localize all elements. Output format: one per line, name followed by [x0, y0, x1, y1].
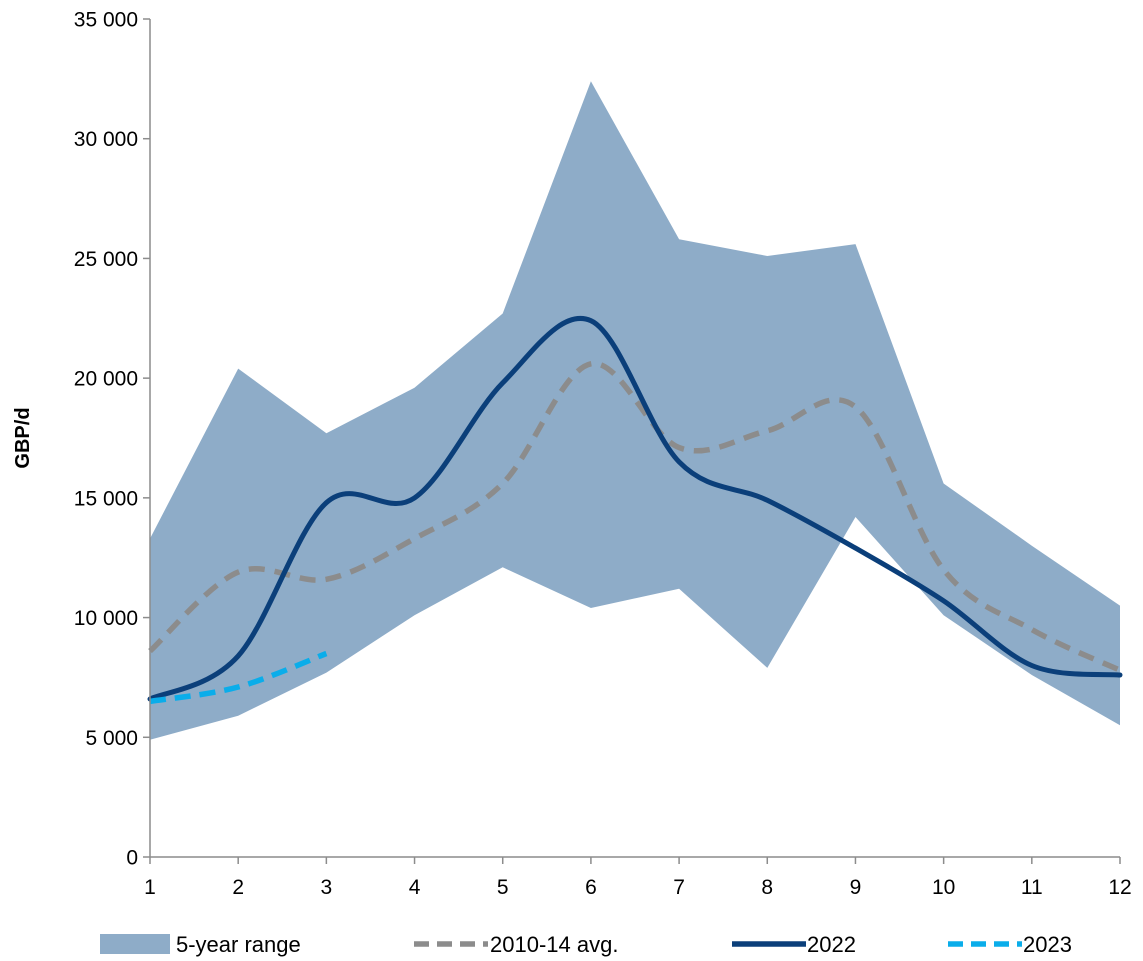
series-line-2022	[147, 316, 1123, 702]
range-layer	[150, 81, 1120, 740]
x-tick-label: 4	[409, 876, 421, 899]
x-tick-label: 11	[1021, 876, 1043, 899]
x-tick-label: 2	[232, 876, 244, 899]
legend: 5-year range 2010-14 avg. 2022 2023	[100, 932, 1072, 957]
axes	[143, 18, 1121, 864]
x-tick-label: 6	[585, 876, 597, 899]
y-tick-label: 5 000	[85, 727, 138, 750]
range-band	[150, 81, 1120, 740]
series-layer	[147, 316, 1123, 705]
y-tick-label: 15 000	[74, 487, 138, 510]
legend-label-range: 5-year range	[176, 932, 301, 957]
legend-label-2023: 2023	[1023, 932, 1072, 957]
y-axis-title: GBP/d	[12, 407, 34, 468]
x-tick-label: 5	[497, 876, 509, 899]
x-tick-label: 3	[321, 876, 333, 899]
x-tick-label: 10	[932, 876, 955, 899]
legend-swatch-range	[100, 934, 170, 954]
x-tick-label: 7	[673, 876, 685, 899]
y-tick-label: 0	[126, 847, 138, 870]
x-tick-label: 1	[144, 876, 156, 899]
series-line-2023	[149, 650, 328, 705]
y-tick-label: 35 000	[74, 9, 138, 32]
y-tick-label: 10 000	[74, 607, 138, 630]
y-tick-label: 30 000	[74, 128, 138, 151]
x-tick-label: 9	[850, 876, 862, 899]
y-tick-label: 25 000	[74, 248, 138, 271]
legend-label-2022: 2022	[807, 932, 856, 957]
legend-label-2010-14-avg: 2010-14 avg.	[490, 932, 618, 957]
x-tick-label: 8	[761, 876, 773, 899]
y-tick-label: 20 000	[74, 368, 138, 391]
tick-labels: 0 5 000 10 000 15 000 20 000 25 000 30 000 35 0…	[74, 9, 1132, 900]
x-tick-label: 12	[1108, 876, 1131, 899]
